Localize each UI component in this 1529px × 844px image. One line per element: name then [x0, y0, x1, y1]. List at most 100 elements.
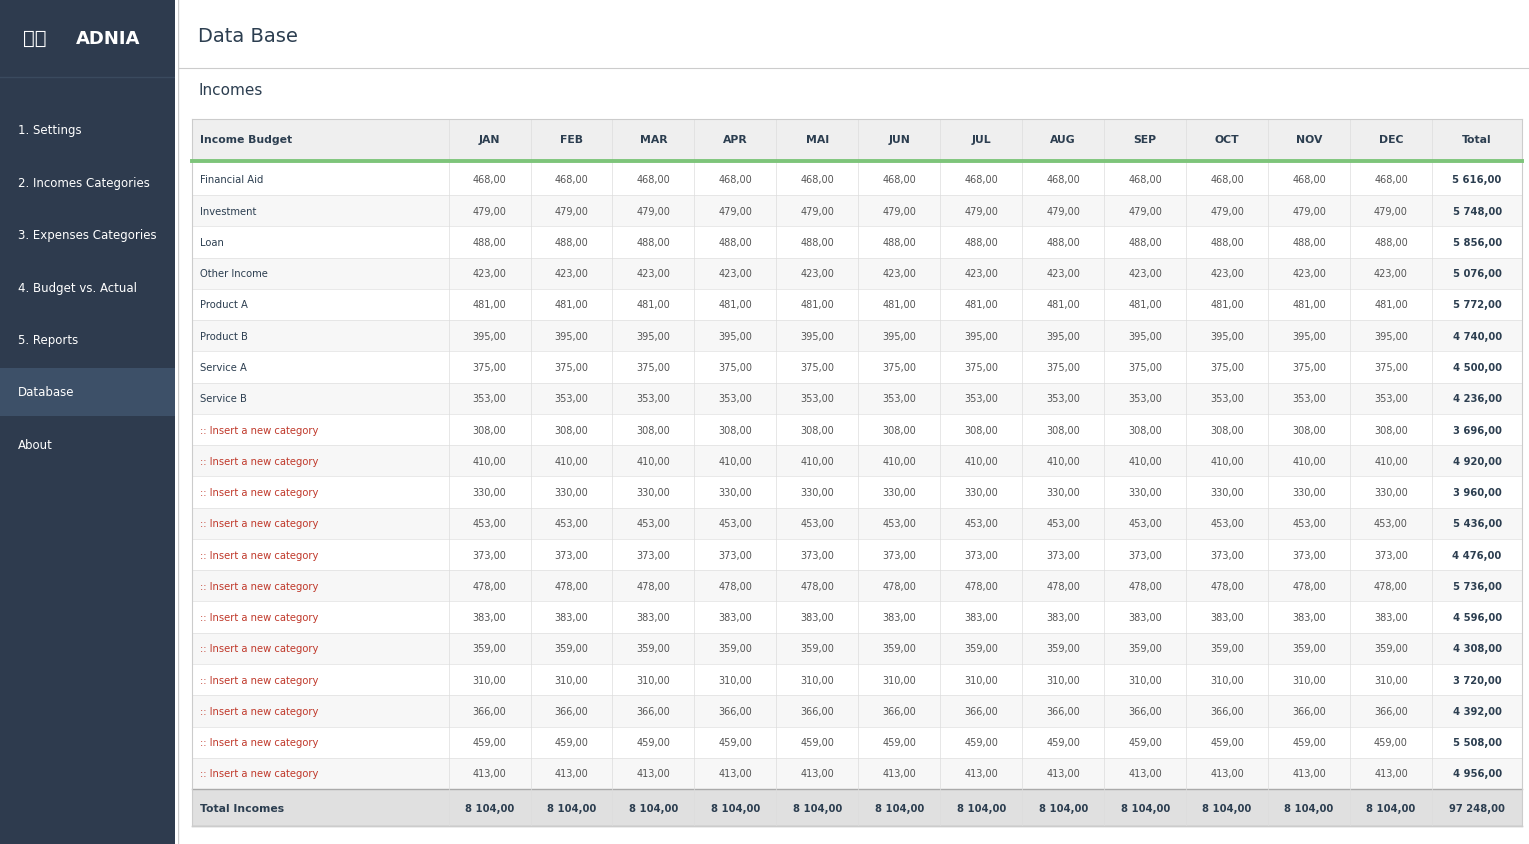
Text: 488,00: 488,00 — [719, 238, 752, 247]
Text: 308,00: 308,00 — [965, 425, 998, 435]
Text: 395,00: 395,00 — [636, 332, 670, 341]
Text: 481,00: 481,00 — [472, 300, 506, 310]
Text: 366,00: 366,00 — [882, 706, 916, 716]
Text: 353,00: 353,00 — [1128, 394, 1162, 403]
Text: 97 248,00: 97 248,00 — [1449, 803, 1505, 813]
Text: 413,00: 413,00 — [1375, 769, 1408, 778]
Bar — [191, 539, 1523, 571]
Text: 8 104,00: 8 104,00 — [1367, 803, 1416, 813]
Text: Total: Total — [1462, 135, 1492, 144]
Text: 468,00: 468,00 — [965, 176, 998, 185]
Text: 353,00: 353,00 — [1209, 394, 1245, 403]
Text: 330,00: 330,00 — [472, 488, 506, 497]
Text: 478,00: 478,00 — [1046, 582, 1079, 591]
Text: 366,00: 366,00 — [636, 706, 670, 716]
Text: 373,00: 373,00 — [1292, 550, 1326, 560]
Text: 310,00: 310,00 — [1046, 675, 1079, 684]
Text: 423,00: 423,00 — [555, 269, 589, 279]
Text: About: About — [17, 438, 52, 452]
Text: 330,00: 330,00 — [801, 488, 835, 497]
Text: 410,00: 410,00 — [965, 457, 998, 466]
Text: 453,00: 453,00 — [555, 519, 589, 528]
Text: 308,00: 308,00 — [882, 425, 916, 435]
Text: 310,00: 310,00 — [472, 675, 506, 684]
Text: 308,00: 308,00 — [801, 425, 835, 435]
Bar — [191, 446, 1523, 477]
Text: 395,00: 395,00 — [719, 332, 752, 341]
Text: 479,00: 479,00 — [800, 207, 835, 216]
Text: 330,00: 330,00 — [636, 488, 670, 497]
Text: 310,00: 310,00 — [965, 675, 998, 684]
Text: 453,00: 453,00 — [1375, 519, 1408, 528]
Bar — [191, 227, 1523, 258]
Text: 459,00: 459,00 — [636, 738, 670, 747]
Text: 459,00: 459,00 — [1128, 738, 1162, 747]
Text: 479,00: 479,00 — [555, 207, 589, 216]
Text: 481,00: 481,00 — [1292, 300, 1326, 310]
Text: 375,00: 375,00 — [1375, 363, 1408, 372]
Text: 375,00: 375,00 — [1128, 363, 1162, 372]
Text: 413,00: 413,00 — [555, 769, 589, 778]
Text: APR: APR — [723, 135, 748, 144]
Text: 395,00: 395,00 — [555, 332, 589, 341]
Bar — [191, 321, 1523, 352]
Text: 410,00: 410,00 — [1046, 457, 1079, 466]
Text: 410,00: 410,00 — [1375, 457, 1408, 466]
Text: 373,00: 373,00 — [472, 550, 506, 560]
Bar — [191, 196, 1523, 227]
Text: 8 104,00: 8 104,00 — [957, 803, 1006, 813]
Text: 359,00: 359,00 — [1375, 644, 1408, 653]
Text: 481,00: 481,00 — [965, 300, 998, 310]
Text: 310,00: 310,00 — [1128, 675, 1162, 684]
Text: DEC: DEC — [1379, 135, 1404, 144]
Text: 453,00: 453,00 — [965, 519, 998, 528]
Text: 359,00: 359,00 — [1128, 644, 1162, 653]
Text: 410,00: 410,00 — [1128, 457, 1162, 466]
Text: 366,00: 366,00 — [1128, 706, 1162, 716]
Text: 5 436,00: 5 436,00 — [1453, 519, 1501, 528]
Text: 375,00: 375,00 — [882, 363, 916, 372]
Text: 8 104,00: 8 104,00 — [547, 803, 596, 813]
Text: 353,00: 353,00 — [800, 394, 835, 403]
Text: 359,00: 359,00 — [472, 644, 506, 653]
Text: Other Income: Other Income — [200, 269, 268, 279]
Text: Service A: Service A — [200, 363, 246, 372]
Text: 413,00: 413,00 — [472, 769, 506, 778]
Text: 478,00: 478,00 — [882, 582, 916, 591]
Text: :: Insert a new category: :: Insert a new category — [200, 550, 318, 560]
Text: 453,00: 453,00 — [1128, 519, 1162, 528]
Text: 373,00: 373,00 — [1128, 550, 1162, 560]
Bar — [191, 695, 1523, 727]
Text: 478,00: 478,00 — [800, 582, 835, 591]
Text: 5 856,00: 5 856,00 — [1453, 238, 1501, 247]
Text: 395,00: 395,00 — [1292, 332, 1326, 341]
Text: 8 104,00: 8 104,00 — [711, 803, 760, 813]
Text: 481,00: 481,00 — [1375, 300, 1408, 310]
Text: 4 596,00: 4 596,00 — [1453, 613, 1501, 622]
Text: 453,00: 453,00 — [719, 519, 752, 528]
Text: 423,00: 423,00 — [472, 269, 506, 279]
Text: 459,00: 459,00 — [1375, 738, 1408, 747]
Text: 423,00: 423,00 — [719, 269, 752, 279]
Text: 468,00: 468,00 — [1046, 176, 1079, 185]
Text: ADNIA: ADNIA — [76, 30, 141, 48]
Text: 308,00: 308,00 — [555, 425, 589, 435]
Text: 488,00: 488,00 — [1292, 238, 1326, 247]
Text: :: Insert a new category: :: Insert a new category — [200, 675, 318, 684]
Text: 479,00: 479,00 — [1375, 207, 1408, 216]
Text: Database: Database — [17, 386, 73, 399]
Text: 479,00: 479,00 — [882, 207, 916, 216]
Text: 353,00: 353,00 — [1046, 394, 1079, 403]
Text: :: Insert a new category: :: Insert a new category — [200, 519, 318, 528]
Text: Investment: Investment — [200, 207, 257, 216]
Text: 453,00: 453,00 — [1292, 519, 1326, 528]
Text: 488,00: 488,00 — [472, 238, 506, 247]
Text: MAR: MAR — [639, 135, 667, 144]
Text: 395,00: 395,00 — [965, 332, 998, 341]
Text: 359,00: 359,00 — [636, 644, 670, 653]
Text: 459,00: 459,00 — [472, 738, 506, 747]
Text: 5. Reports: 5. Reports — [17, 333, 78, 347]
Text: 8 104,00: 8 104,00 — [875, 803, 924, 813]
Text: Total Incomes: Total Incomes — [200, 803, 284, 813]
Text: 478,00: 478,00 — [1209, 582, 1245, 591]
